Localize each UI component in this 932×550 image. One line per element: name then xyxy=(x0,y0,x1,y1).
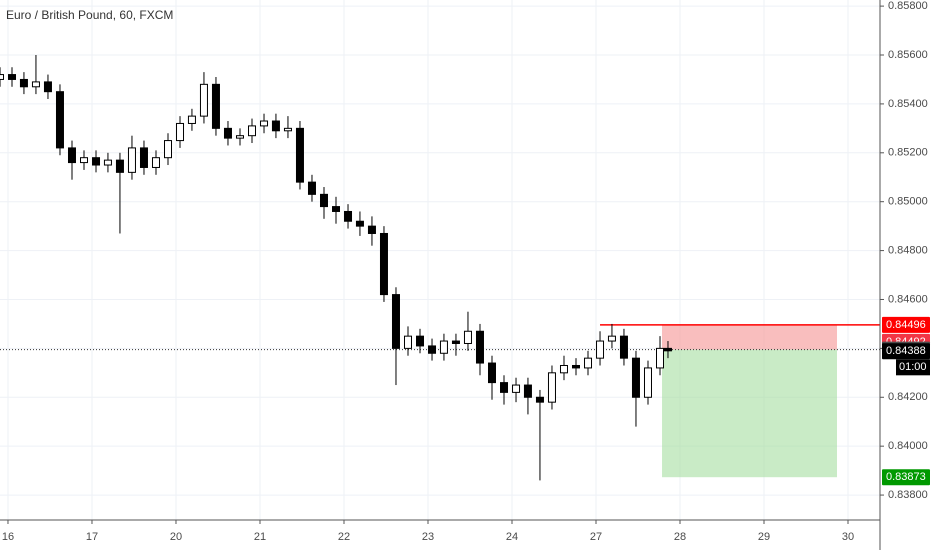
candle-body xyxy=(283,127,292,132)
y-tick-label: 0.84800 xyxy=(888,244,928,256)
candle-body xyxy=(463,330,472,344)
candle-body xyxy=(223,127,232,139)
candle-body xyxy=(500,382,509,393)
candle-body xyxy=(451,340,460,344)
candle-body xyxy=(416,335,425,347)
candle-body xyxy=(19,78,28,88)
candle-body xyxy=(403,335,412,349)
candle-body xyxy=(199,83,208,117)
x-tick-label: 16 xyxy=(2,531,14,543)
candle-body xyxy=(475,330,484,364)
price-tag xyxy=(882,316,930,333)
x-tick-label: 20 xyxy=(170,531,182,543)
candle-body xyxy=(571,364,580,369)
price-tag-label: 0.83873 xyxy=(886,471,926,483)
y-tick-label: 0.84200 xyxy=(888,391,928,403)
candle-body xyxy=(319,193,328,208)
plot-area xyxy=(0,0,880,520)
candle-body xyxy=(523,384,532,398)
candle-body xyxy=(428,345,437,354)
countdown-box xyxy=(896,359,930,376)
x-tick-label: 24 xyxy=(506,531,518,543)
candle-body xyxy=(663,347,672,352)
candle-body xyxy=(31,81,40,88)
candle-body xyxy=(643,367,652,398)
y-tick-label: 0.85200 xyxy=(888,147,928,159)
price-tag-label: 0.84496 xyxy=(886,319,926,331)
candle-body xyxy=(248,125,257,137)
y-tick-label: 0.85600 xyxy=(888,49,928,61)
price-tag xyxy=(882,343,930,360)
x-tick-label: 17 xyxy=(86,531,98,543)
candle-body xyxy=(43,81,52,93)
candle-body xyxy=(151,157,160,168)
y-tick-label: 0.84600 xyxy=(888,293,928,305)
candle-body xyxy=(344,210,353,222)
candle-body xyxy=(607,335,616,342)
candle-body xyxy=(176,122,185,142)
candle-body xyxy=(307,181,316,195)
x-tick-label: 28 xyxy=(674,531,686,543)
x-tick-label: 22 xyxy=(338,531,350,543)
x-tick-label: 27 xyxy=(590,531,602,543)
candle-body xyxy=(67,147,76,164)
candle-body xyxy=(92,157,101,166)
price-tag xyxy=(882,469,930,486)
y-tick-label: 0.84000 xyxy=(888,440,928,452)
candle-body xyxy=(439,340,448,354)
candle-body xyxy=(596,340,605,359)
candle-body xyxy=(211,83,220,129)
y-tick-label: 0.83800 xyxy=(888,489,928,501)
candle-body xyxy=(127,147,136,173)
target-zone xyxy=(662,349,837,478)
candle-body xyxy=(631,357,640,398)
candle-body xyxy=(103,159,112,166)
candle-body xyxy=(80,157,89,164)
y-tick-label: 0.85800 xyxy=(888,0,928,12)
chart-title: Euro / British Pound, 60, FXCM xyxy=(6,8,173,22)
x-tick-label: 29 xyxy=(758,531,770,543)
candle-body xyxy=(55,91,64,149)
x-tick-label: 21 xyxy=(254,531,266,543)
stop-zone xyxy=(662,324,837,350)
candle-body xyxy=(512,384,521,393)
price-tag-label: 0.84388 xyxy=(886,345,926,357)
countdown: 01:00 xyxy=(899,361,927,373)
candle-body xyxy=(187,115,196,124)
candle-body xyxy=(559,364,568,374)
candle-body xyxy=(8,74,17,80)
candle-body xyxy=(139,147,148,168)
candle-body xyxy=(547,372,556,403)
candle-body xyxy=(379,232,388,296)
candle-body xyxy=(271,120,280,132)
candle-body xyxy=(164,140,173,159)
candle-body xyxy=(619,335,628,359)
y-tick-label: 0.85000 xyxy=(888,196,928,208)
candle-body xyxy=(332,206,341,212)
candle-body xyxy=(235,135,244,139)
candle-body xyxy=(260,120,269,127)
candle-body xyxy=(656,347,664,369)
candle-body xyxy=(115,159,124,173)
y-tick-label: 0.85400 xyxy=(888,98,928,110)
candle-body xyxy=(295,127,304,183)
candle-body xyxy=(535,396,544,403)
x-tick-label: 30 xyxy=(842,531,854,543)
candle-body xyxy=(367,225,376,234)
candle-body xyxy=(487,362,496,384)
x-tick-label: 23 xyxy=(422,531,434,543)
candle-body xyxy=(0,74,4,80)
candle-body xyxy=(355,220,364,227)
candle-body xyxy=(584,357,593,369)
candle-body xyxy=(391,294,400,349)
